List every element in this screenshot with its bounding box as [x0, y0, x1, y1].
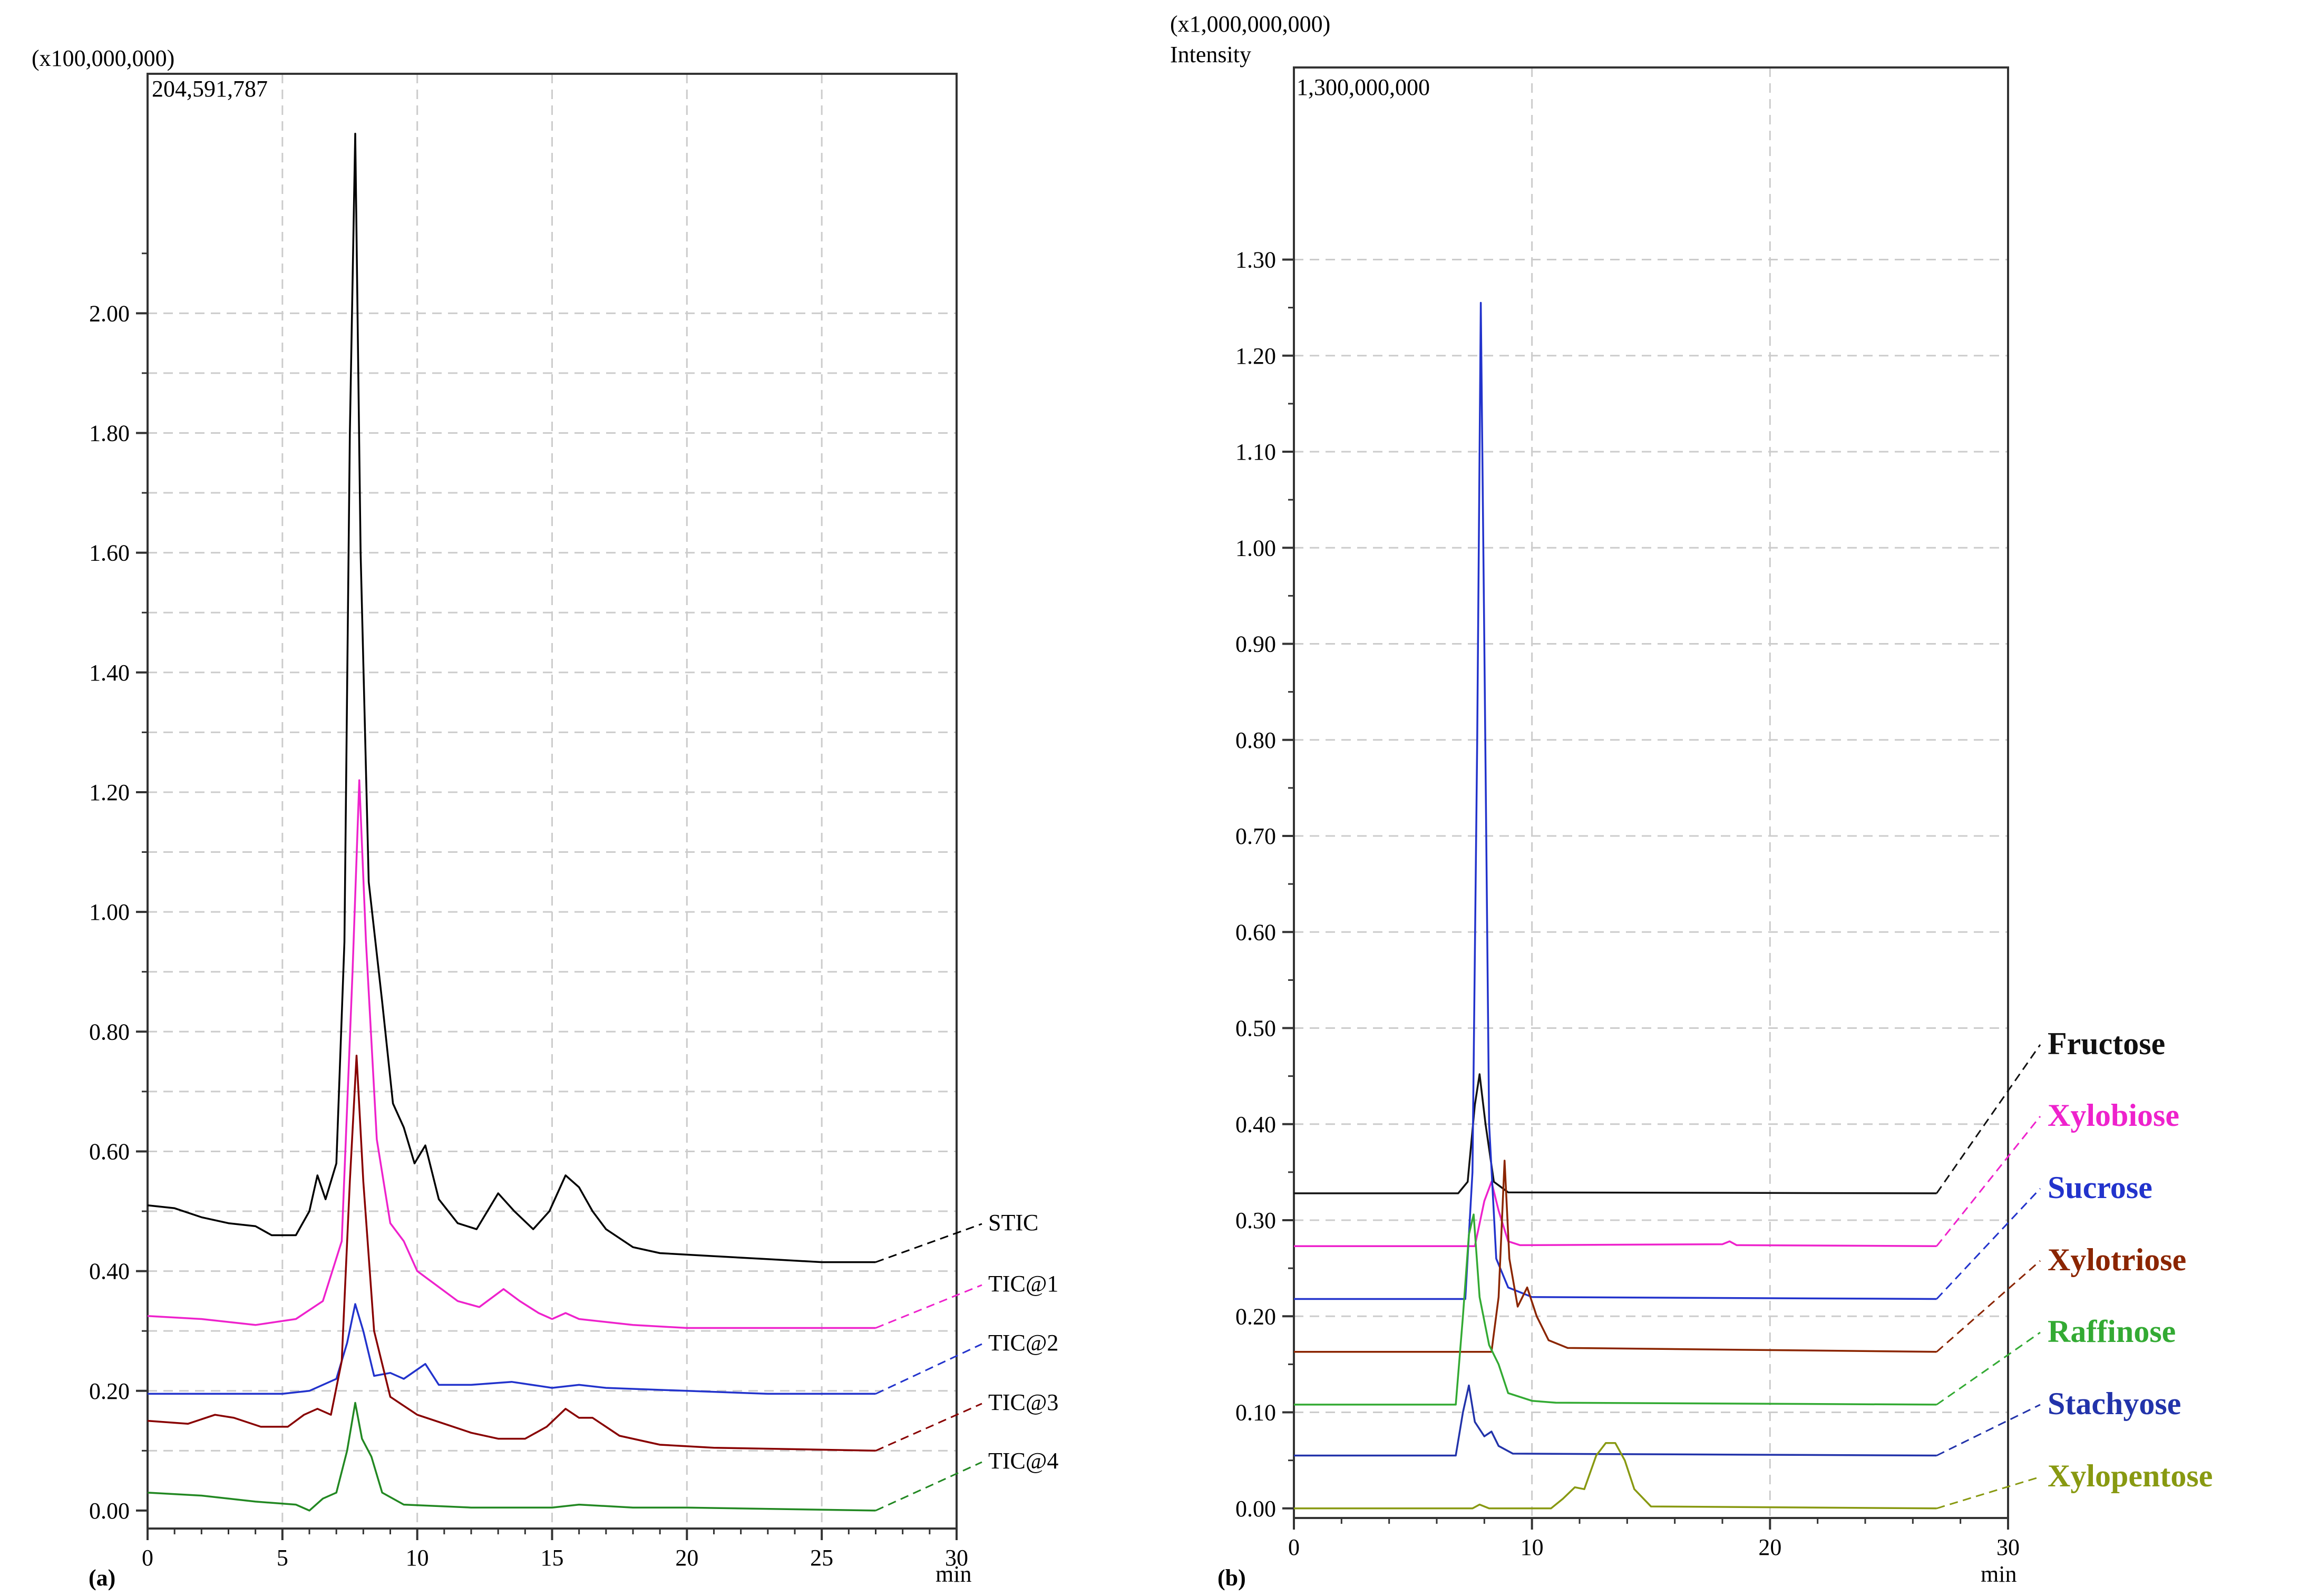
series-leader-sucrose	[1936, 1188, 2041, 1300]
y-tick-label: 0.10	[1235, 1400, 1276, 1426]
series-label-fructose: Fructose	[2048, 1026, 2165, 1061]
y-tick-label: 0.90	[1235, 631, 1276, 657]
series-line-stic	[147, 132, 876, 1263]
series-label-tic-4: TIC@4	[988, 1448, 1058, 1474]
series-line-xylopentose	[1294, 1442, 1937, 1510]
series-line-xylotriose	[1294, 1160, 1937, 1353]
x-tick-label: 20	[1758, 1534, 1781, 1560]
y-tick-label: 1.00	[89, 899, 130, 925]
series-label-tic-2: TIC@2	[988, 1330, 1058, 1356]
series-leader-tic-1	[875, 1284, 982, 1329]
y-tick-label: 0.40	[1235, 1112, 1276, 1137]
series-line-tic-3	[147, 1054, 876, 1452]
x-tick-label: 25	[810, 1545, 833, 1571]
x-tick-label: 20	[675, 1545, 698, 1571]
x-tick-label: 5	[277, 1545, 288, 1571]
y-tick-label: 0.40	[89, 1259, 130, 1284]
series-leader-stachyose	[1936, 1404, 2041, 1456]
panel-a-max-label: 204,591,787	[152, 76, 268, 102]
y-tick-label: 1.10	[1235, 439, 1276, 465]
panel-a-letter: (a)	[89, 1565, 115, 1591]
panel-b-x-label: min	[1981, 1561, 2016, 1587]
series-leader-tic-4	[875, 1461, 982, 1512]
series-leader-raffinose	[1936, 1331, 2041, 1406]
y-tick-label: 1.30	[1235, 247, 1276, 273]
y-tick-label: 0.60	[1235, 919, 1276, 945]
series-label-stic: STIC	[988, 1210, 1038, 1235]
panel-a-chart: (x100,000,000) 204,591,787 min (a) 0.00 0…	[32, 45, 1058, 1591]
panel-b-max-label: 1,300,000,000	[1297, 74, 1430, 100]
panel-a-x-label: min	[936, 1561, 971, 1587]
y-tick-label: 1.80	[89, 420, 130, 446]
y-tick-label: 0.80	[89, 1019, 130, 1045]
series-label-sucrose: Sucrose	[2048, 1170, 2152, 1205]
panel-b-y-label: Intensity	[1170, 42, 1251, 67]
panel-b-chart: (x1,000,000,000) Intensity 1,300,000,000…	[1170, 11, 2213, 1591]
series-label-xylotriose: Xylotriose	[2048, 1242, 2186, 1277]
series-line-tic-2	[148, 1303, 876, 1395]
series-label-xylopentose: Xylopentose	[2048, 1458, 2213, 1493]
y-tick-label: 1.20	[89, 780, 130, 805]
panel-b-letter: (b)	[1217, 1565, 1246, 1591]
y-tick-label: 0.30	[1235, 1208, 1276, 1233]
y-tick-label: 0.60	[89, 1138, 130, 1164]
plot-frame	[1293, 66, 2009, 1519]
y-tick-label: 0.50	[1235, 1016, 1276, 1042]
panel-a-scale-label: (x100,000,000)	[32, 45, 174, 71]
y-tick-label: 0.80	[1235, 727, 1276, 753]
series-label-stachyose: Stachyose	[2048, 1386, 2181, 1421]
panel-b-scale-label: (x1,000,000,000)	[1170, 11, 1330, 37]
series-line-fructose	[1294, 1073, 1937, 1194]
series-leader-tic-2	[875, 1343, 982, 1395]
series-leader-xylotriose	[1936, 1260, 2041, 1352]
series-label-xylobiose: Xylobiose	[2048, 1098, 2179, 1133]
series-leader-fructose	[1936, 1044, 2041, 1194]
series-label-raffinose: Raffinose	[2048, 1314, 2176, 1349]
x-tick-label: 30	[945, 1545, 968, 1571]
y-tick-label: 0.20	[1235, 1303, 1276, 1329]
y-tick-label: 1.00	[1235, 535, 1276, 561]
series-line-tic-4	[147, 1402, 876, 1512]
series-leader-stic	[875, 1223, 982, 1263]
y-tick-label: 0.70	[1235, 823, 1276, 849]
series-line-stachyose	[1294, 1384, 1937, 1457]
y-tick-label: 1.40	[89, 660, 130, 686]
x-tick-label: 10	[1521, 1534, 1544, 1560]
x-tick-label: 0	[142, 1545, 153, 1571]
x-tick-label: 30	[1996, 1534, 2020, 1560]
y-tick-label: 0.00	[89, 1498, 130, 1524]
series-label-tic-3: TIC@3	[988, 1389, 1058, 1415]
series-label-tic-1: TIC@1	[988, 1271, 1058, 1297]
x-tick-label: 0	[1288, 1534, 1300, 1560]
y-tick-label: 1.20	[1235, 343, 1276, 369]
x-tick-label: 15	[541, 1545, 564, 1571]
y-tick-label: 2.00	[89, 300, 130, 326]
series-line-raffinose	[1294, 1213, 1937, 1406]
series-line-xylobiose	[1294, 1181, 1937, 1247]
series-leader-xylopentose	[1936, 1476, 2041, 1510]
series-line-tic-1	[147, 779, 876, 1329]
series-leader-tic-3	[875, 1403, 982, 1452]
y-tick-label: 0.20	[89, 1378, 130, 1404]
y-tick-label: 1.60	[89, 540, 130, 566]
x-tick-label: 10	[406, 1545, 429, 1571]
series-line-sucrose	[1294, 301, 1937, 1300]
series-leader-xylobiose	[1936, 1116, 2041, 1247]
y-tick-label: 0.00	[1235, 1496, 1276, 1522]
